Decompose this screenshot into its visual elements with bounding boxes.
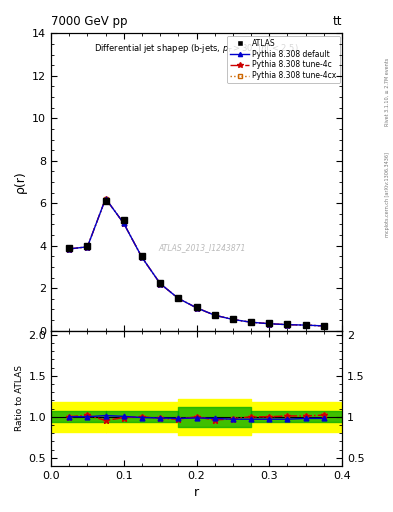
Pythia 8.308 tune-4cx [85, 244, 90, 250]
Pythia 8.308 tune-4cx [231, 316, 235, 323]
ATLAS [212, 312, 217, 318]
Legend: ATLAS, Pythia 8.308 default, Pythia 8.308 tune-4c, Pythia 8.308 tune-4cx: ATLAS, Pythia 8.308 default, Pythia 8.30… [227, 35, 340, 83]
Pythia 8.308 tune-4c [67, 246, 72, 252]
Line: Pythia 8.308 tune-4c: Pythia 8.308 tune-4c [69, 199, 324, 326]
Pythia 8.308 tune-4cx [249, 319, 253, 325]
ATLAS [158, 280, 163, 286]
Pythia 8.308 tune-4cx [303, 322, 308, 328]
Pythia 8.308 default [121, 220, 126, 226]
ATLAS [67, 245, 72, 251]
Line: ATLAS: ATLAS [66, 198, 327, 329]
Pythia 8.308 default [267, 321, 272, 327]
Pythia 8.308 default [140, 254, 144, 261]
Pythia 8.308 tune-4c [212, 312, 217, 318]
ATLAS [321, 323, 326, 329]
Pythia 8.308 tune-4cx [158, 281, 163, 287]
Pythia 8.308 tune-4c [85, 244, 90, 250]
Pythia 8.308 tune-4c [121, 220, 126, 226]
Pythia 8.308 default [303, 322, 308, 328]
Pythia 8.308 default [249, 319, 253, 325]
Text: mcplots.cern.ch [arXiv:1306.3436]: mcplots.cern.ch [arXiv:1306.3436] [385, 152, 390, 237]
Pythia 8.308 tune-4c [103, 196, 108, 202]
Y-axis label: Ratio to ATLAS: Ratio to ATLAS [15, 366, 24, 431]
Pythia 8.308 tune-4cx [121, 220, 126, 226]
X-axis label: r: r [194, 486, 199, 499]
Pythia 8.308 tune-4c [267, 321, 272, 327]
Pythia 8.308 tune-4cx [212, 312, 217, 318]
Pythia 8.308 default [176, 295, 181, 302]
Pythia 8.308 tune-4cx [267, 321, 272, 327]
Line: Pythia 8.308 default: Pythia 8.308 default [69, 199, 324, 326]
ATLAS [231, 316, 235, 322]
Pythia 8.308 tune-4c [140, 254, 144, 261]
Text: ATLAS_2013_I1243871: ATLAS_2013_I1243871 [159, 243, 246, 252]
Pythia 8.308 default [158, 281, 163, 287]
Pythia 8.308 tune-4cx [176, 295, 181, 302]
Pythia 8.308 default [194, 305, 199, 311]
Pythia 8.308 tune-4cx [67, 246, 72, 252]
ATLAS [285, 321, 290, 327]
Pythia 8.308 tune-4c [321, 323, 326, 329]
Pythia 8.308 default [103, 196, 108, 202]
ATLAS [103, 198, 108, 204]
Pythia 8.308 default [231, 316, 235, 323]
Text: tt: tt [332, 15, 342, 28]
Line: Pythia 8.308 tune-4cx: Pythia 8.308 tune-4cx [69, 199, 324, 326]
Pythia 8.308 tune-4cx [285, 322, 290, 328]
Pythia 8.308 tune-4c [249, 319, 253, 325]
ATLAS [303, 322, 308, 328]
Pythia 8.308 tune-4c [158, 281, 163, 287]
Pythia 8.308 tune-4cx [321, 323, 326, 329]
Y-axis label: ρ(r): ρ(r) [13, 170, 27, 194]
Pythia 8.308 tune-4c [303, 322, 308, 328]
ATLAS [140, 253, 144, 260]
ATLAS [85, 243, 90, 249]
Text: 7000 GeV pp: 7000 GeV pp [51, 15, 128, 28]
ATLAS [176, 295, 181, 301]
Pythia 8.308 tune-4c [231, 316, 235, 323]
ATLAS [267, 320, 272, 326]
ATLAS [249, 319, 253, 325]
Text: Rivet 3.1.10, ≥ 2.7M events: Rivet 3.1.10, ≥ 2.7M events [385, 58, 390, 126]
Pythia 8.308 default [285, 322, 290, 328]
Pythia 8.308 default [85, 244, 90, 250]
Pythia 8.308 default [67, 246, 72, 252]
ATLAS [194, 304, 199, 310]
Pythia 8.308 tune-4cx [194, 305, 199, 311]
Pythia 8.308 tune-4cx [103, 196, 108, 202]
Pythia 8.308 tune-4cx [140, 254, 144, 261]
Pythia 8.308 default [321, 323, 326, 329]
Pythia 8.308 tune-4c [176, 295, 181, 302]
Pythia 8.308 default [212, 312, 217, 318]
ATLAS [121, 217, 126, 223]
Text: Differential jet shapep (b-jets, $p_{T}$$>$30, $|\eta|$ < 2.5): Differential jet shapep (b-jets, $p_{T}$… [94, 42, 299, 55]
Pythia 8.308 tune-4c [194, 305, 199, 311]
Pythia 8.308 tune-4c [285, 322, 290, 328]
